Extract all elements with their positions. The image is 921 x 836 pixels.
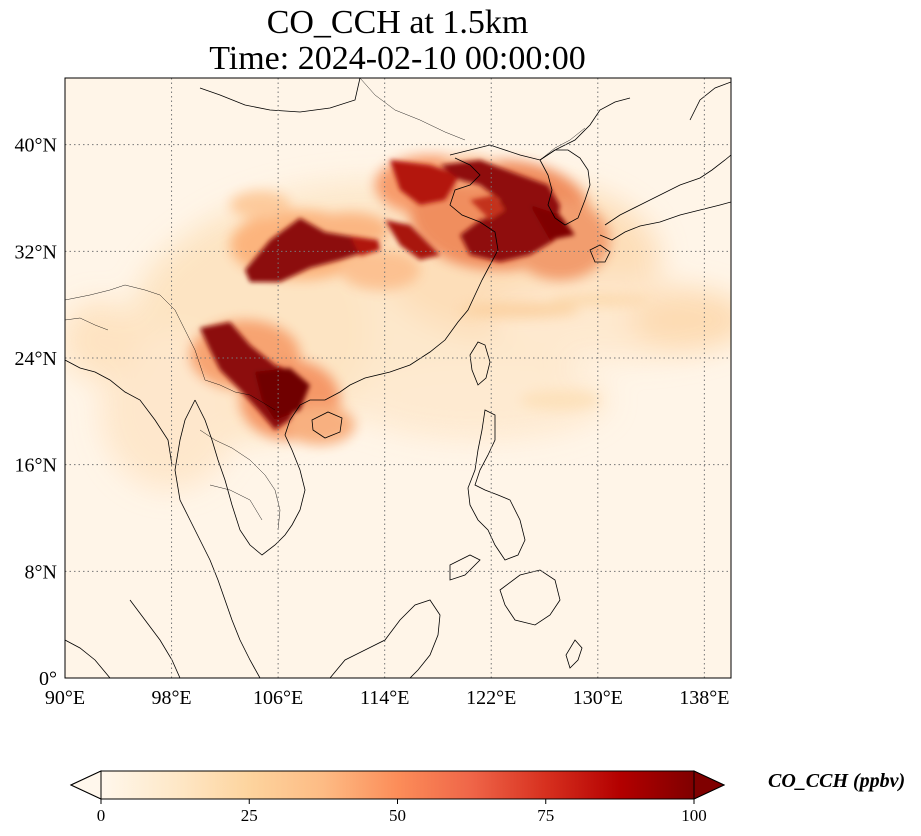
colorbar-extend-max (693, 770, 726, 800)
lat-tick-label: 40°N (15, 135, 57, 157)
lon-axis: 90°E 98°E 106°E 114°E 122°E 130°E 138°E (45, 687, 730, 709)
colorbar: 0 25 50 75 100 (69, 770, 726, 825)
map-subtitle-time: Time: 2024-02-10 00:00:00 (209, 40, 586, 77)
lon-tick-label: 130°E (573, 687, 623, 709)
colorbar-tick-label: 100 (681, 806, 707, 825)
colorbar-tick-label: 50 (389, 806, 406, 825)
colorbar-tick-label: 0 (97, 806, 106, 825)
colorbar-tick-label: 25 (241, 806, 258, 825)
colorbar-extend-min (69, 770, 102, 800)
lat-tick-label: 16°N (15, 455, 57, 477)
lat-tick-label: 0° (39, 668, 57, 690)
coastlines (65, 78, 731, 678)
concentration-field (65, 155, 731, 490)
lat-axis: 0° 8°N 16°N 24°N 32°N 40°N (15, 135, 57, 690)
colorbar-label: CO_CCH (ppbv) (768, 770, 906, 792)
lat-tick-label: 24°N (15, 348, 57, 370)
map-frame (64, 77, 732, 679)
lat-tick-label: 8°N (25, 561, 57, 583)
lon-tick-label: 138°E (679, 687, 729, 709)
colorbar-bar (100, 770, 695, 800)
lon-tick-label: 122°E (466, 687, 516, 709)
country-borders (65, 78, 586, 531)
colorbar-tick-label: 75 (537, 806, 554, 825)
lon-tick-label: 106°E (253, 687, 303, 709)
lon-tick-label: 114°E (360, 687, 409, 709)
map-title: CO_CCH at 1.5km (266, 4, 529, 41)
lon-tick-label: 98°E (151, 687, 191, 709)
lon-tick-label: 90°E (45, 687, 85, 709)
colorbar-ticks: 0 25 50 75 100 (97, 799, 707, 825)
lat-tick-label: 32°N (15, 241, 57, 263)
